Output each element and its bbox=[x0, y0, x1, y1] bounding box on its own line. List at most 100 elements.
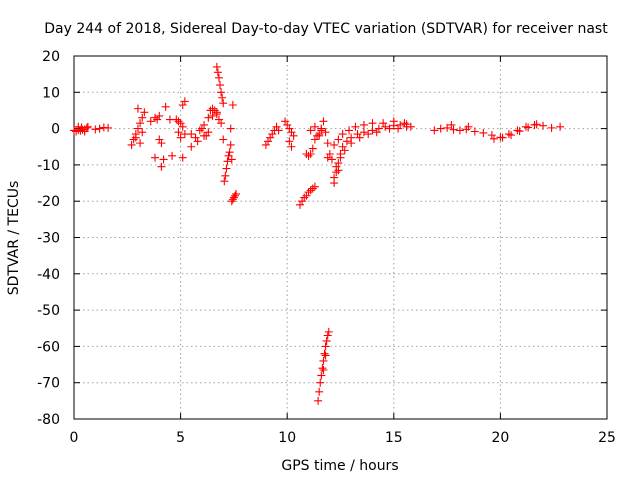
data-point bbox=[232, 189, 241, 198]
data-point bbox=[204, 128, 213, 137]
data-point bbox=[317, 371, 326, 380]
data-point bbox=[347, 139, 356, 148]
data-point bbox=[318, 364, 327, 373]
data-point bbox=[321, 342, 330, 351]
data-point bbox=[283, 120, 292, 129]
y-tick-label: -40 bbox=[37, 267, 60, 283]
data-point bbox=[180, 97, 189, 106]
data-point bbox=[217, 119, 226, 128]
data-point bbox=[95, 124, 104, 133]
data-point bbox=[174, 117, 183, 126]
data-point bbox=[340, 146, 349, 155]
data-point bbox=[151, 113, 160, 122]
data-point bbox=[539, 121, 548, 130]
data-series bbox=[261, 122, 283, 149]
data-point bbox=[289, 131, 298, 140]
data-point bbox=[436, 124, 445, 133]
data-point bbox=[455, 126, 464, 135]
data-point bbox=[353, 130, 362, 139]
data-point bbox=[379, 119, 388, 128]
data-point bbox=[524, 123, 533, 132]
data-series bbox=[146, 102, 177, 171]
y-tick-label: 20 bbox=[42, 49, 60, 65]
data-point bbox=[315, 387, 324, 396]
data-point bbox=[396, 120, 405, 129]
data-point bbox=[547, 123, 556, 132]
data-series bbox=[172, 97, 189, 162]
data-point bbox=[304, 188, 313, 197]
data-points bbox=[70, 62, 565, 405]
data-point bbox=[214, 115, 223, 124]
data-point bbox=[314, 396, 323, 405]
data-point bbox=[176, 119, 185, 128]
data-point bbox=[127, 140, 136, 149]
data-point bbox=[310, 122, 319, 131]
data-point bbox=[334, 159, 343, 168]
data-point bbox=[212, 108, 221, 117]
data-point bbox=[504, 130, 513, 139]
data-point bbox=[385, 124, 394, 133]
data-series bbox=[295, 182, 319, 209]
data-point bbox=[323, 331, 332, 340]
data-point bbox=[129, 135, 138, 144]
data-point bbox=[264, 137, 273, 146]
data-point bbox=[208, 111, 217, 120]
data-point bbox=[325, 150, 334, 159]
data-point bbox=[83, 122, 92, 131]
data-series bbox=[330, 117, 415, 188]
data-point bbox=[187, 130, 196, 139]
data-point bbox=[364, 130, 373, 139]
data-point bbox=[400, 119, 409, 128]
data-point bbox=[208, 104, 217, 113]
data-point bbox=[298, 197, 307, 206]
data-series bbox=[187, 120, 213, 151]
data-point bbox=[316, 378, 325, 387]
y-tick-label: -50 bbox=[37, 303, 60, 319]
data-point bbox=[359, 120, 368, 129]
data-point bbox=[217, 88, 226, 97]
data-point bbox=[274, 126, 283, 135]
data-point bbox=[272, 122, 281, 131]
data-series bbox=[315, 117, 339, 164]
data-point bbox=[214, 73, 223, 82]
data-point bbox=[151, 153, 160, 162]
data-point bbox=[187, 142, 196, 151]
data-point bbox=[368, 119, 377, 128]
data-point bbox=[355, 133, 364, 142]
data-point bbox=[479, 128, 488, 137]
data-point bbox=[172, 115, 181, 124]
data-point bbox=[319, 117, 328, 126]
x-tick-label: 0 bbox=[70, 430, 79, 446]
data-point bbox=[222, 164, 231, 173]
y-tick-label: 0 bbox=[51, 122, 60, 138]
data-series bbox=[204, 104, 226, 128]
data-point bbox=[295, 200, 304, 209]
data-point bbox=[146, 117, 155, 126]
data-point bbox=[266, 133, 275, 142]
data-point bbox=[306, 186, 315, 195]
x-tick-label: 20 bbox=[491, 430, 509, 446]
data-point bbox=[321, 351, 330, 360]
data-point bbox=[140, 108, 149, 117]
data-point bbox=[490, 134, 499, 143]
data-series bbox=[70, 122, 113, 136]
data-point bbox=[334, 135, 343, 144]
data-point bbox=[449, 125, 458, 134]
x-axis-label: GPS time / hours bbox=[281, 458, 398, 474]
data-point bbox=[310, 135, 319, 144]
data-point bbox=[287, 142, 296, 151]
data-point bbox=[204, 113, 213, 122]
x-tick-label: 5 bbox=[176, 430, 185, 446]
data-point bbox=[359, 128, 368, 137]
data-point bbox=[532, 120, 541, 129]
data-point bbox=[229, 193, 238, 202]
data-point bbox=[226, 140, 235, 149]
data-point bbox=[336, 153, 345, 162]
data-point bbox=[443, 123, 452, 132]
data-series bbox=[430, 120, 565, 143]
data-point bbox=[281, 117, 290, 126]
data-point bbox=[342, 137, 351, 146]
y-tick-label: -60 bbox=[37, 339, 60, 355]
data-point bbox=[513, 126, 522, 135]
